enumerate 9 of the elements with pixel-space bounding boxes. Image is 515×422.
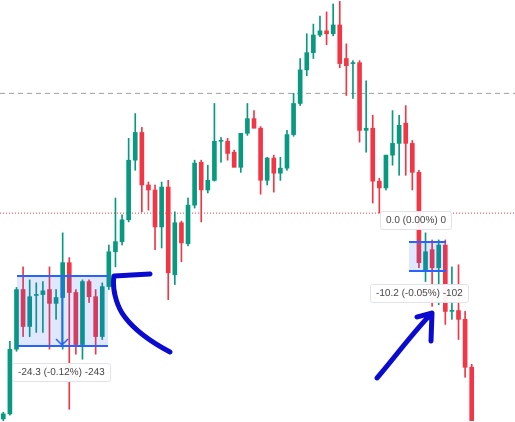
candlestick	[324, 12, 329, 46]
candlestick	[318, 16, 322, 38]
annotation: 0.0 (0.00%) 0	[380, 211, 452, 230]
candlestick	[54, 289, 58, 320]
annotation: -10.2 (-0.05%) -102	[370, 284, 469, 303]
candlestick	[350, 60, 356, 99]
candlestick	[218, 137, 224, 163]
candlestick	[47, 266, 52, 350]
annotation: -24.3 (-0.12%) -243	[12, 363, 111, 382]
